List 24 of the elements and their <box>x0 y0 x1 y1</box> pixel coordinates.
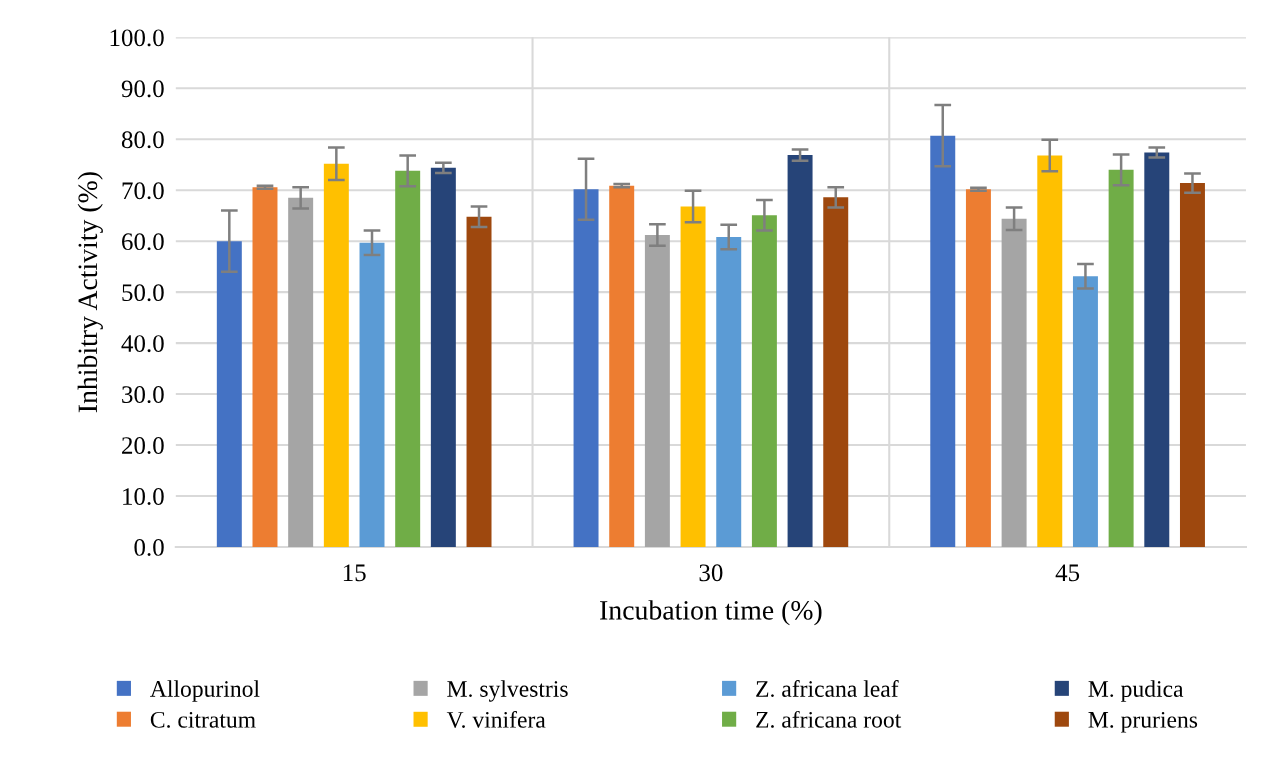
legend-label: M. pruriens <box>1088 711 1198 733</box>
y-tick-label: 0.0 <box>134 538 164 556</box>
y-tick-label: 80.0 <box>121 131 164 149</box>
legend-label: C. citratum <box>150 711 256 728</box>
legend-label: M. pudica <box>1088 680 1184 702</box>
y-tick-label: 90.0 <box>121 80 164 98</box>
legend-label: M. sylvestris <box>447 680 568 702</box>
y-tick-label: 70.0 <box>122 182 164 200</box>
y-tick-label: 20.0 <box>122 437 164 455</box>
y-tick-label: 50.0 <box>122 284 164 302</box>
x-axis-title: Incubation time (%) <box>600 600 822 626</box>
legend-label: Allopurinol <box>150 680 260 702</box>
y-tick-label: 60.0 <box>122 233 164 251</box>
legend-label: Z. africana root <box>756 710 902 728</box>
x-tick-label: 45 <box>1055 564 1080 582</box>
x-tick-label: 15 <box>343 564 366 582</box>
y-tick-label: 30.0 <box>122 386 164 404</box>
y-tick-label: 100.0 <box>110 29 164 47</box>
legend-label: V. vinifera <box>446 710 546 728</box>
y-tick-label: 10.0 <box>123 488 164 505</box>
legend-label: Z. africana leaf <box>756 680 899 698</box>
y-tick-label: 40.0 <box>121 335 164 353</box>
x-tick-label: 30 <box>699 564 723 582</box>
y-axis-title: Inhibitry Activity (%) <box>77 172 103 413</box>
